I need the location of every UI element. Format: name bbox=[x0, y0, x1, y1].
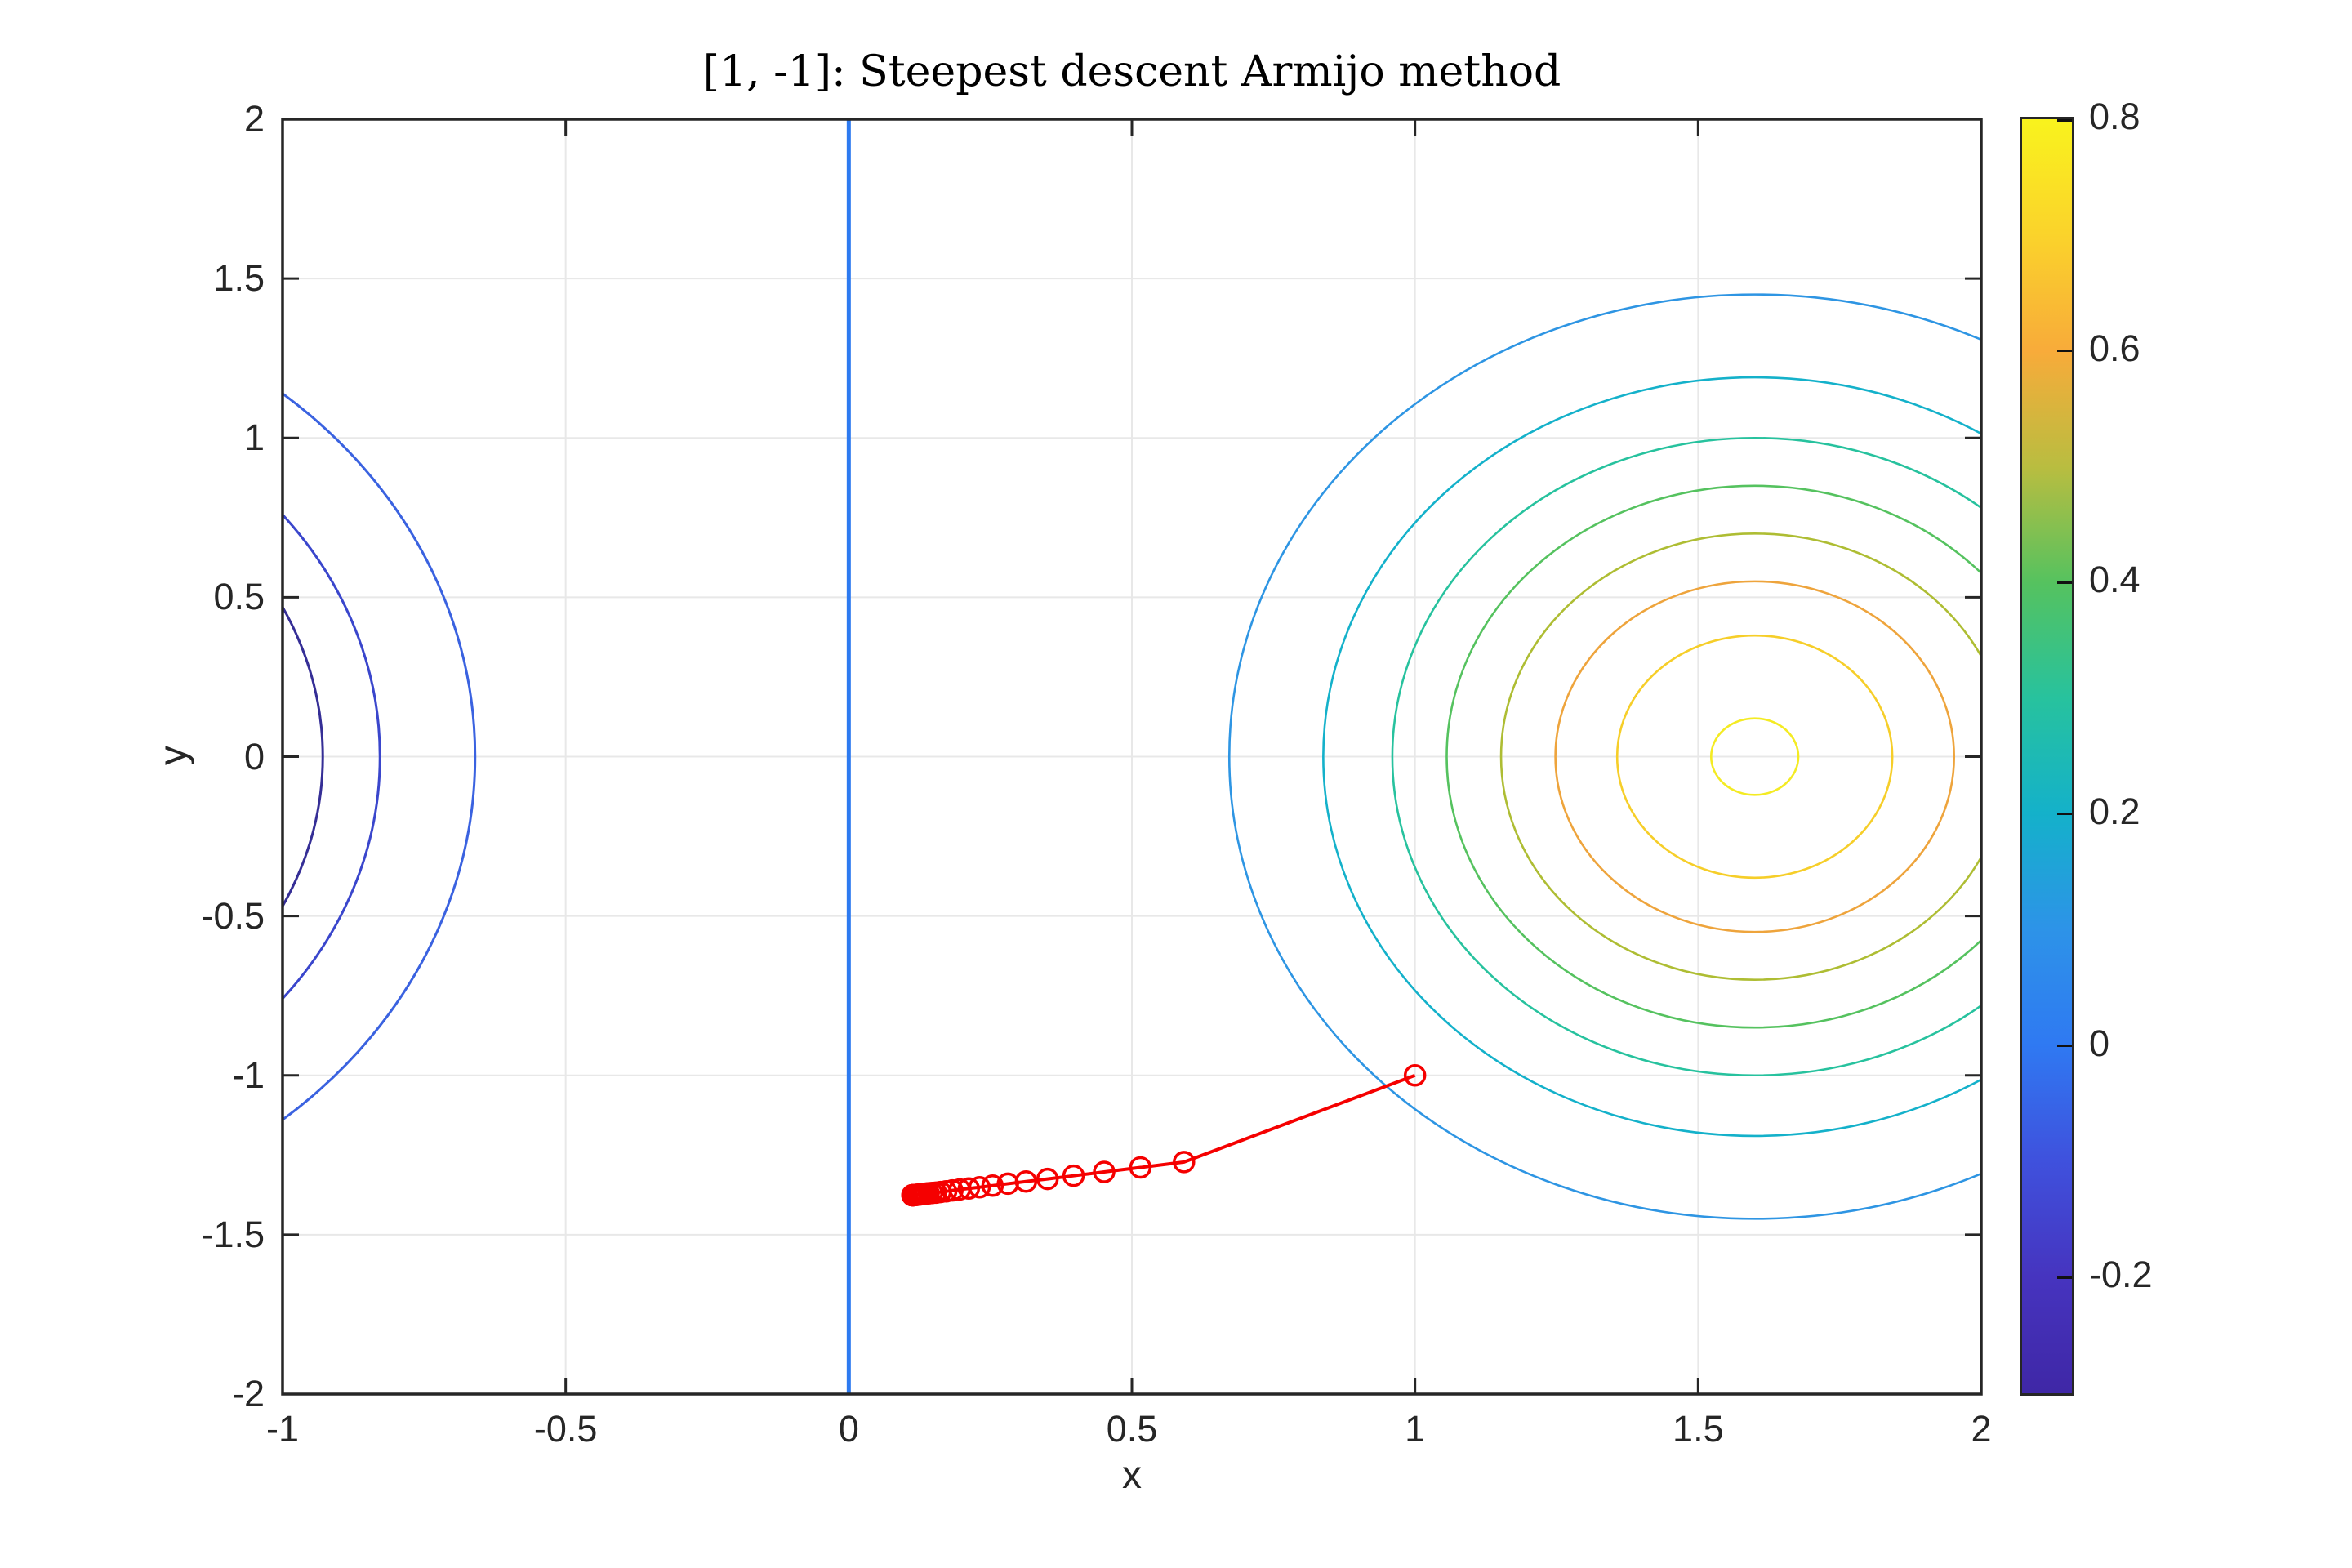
contour-line-negative bbox=[283, 513, 381, 1000]
plot-title: [1, -1]: Steepest descent Armijo method bbox=[702, 47, 1561, 96]
x-tick-label: 1 bbox=[1405, 1408, 1426, 1450]
contour-line-positive bbox=[1322, 376, 1981, 1138]
colorbar-tick-mark bbox=[2057, 119, 2072, 122]
descent-path-marker bbox=[1129, 1156, 1152, 1179]
y-tick-label: 0 bbox=[243, 735, 265, 777]
y-tick-label: -1 bbox=[231, 1054, 265, 1096]
y-tick-label: 2 bbox=[243, 98, 265, 140]
colorbar-tick-mark bbox=[2057, 1045, 2072, 1048]
colorbar-tick-mark bbox=[2057, 350, 2072, 353]
colorbar-tick-label: 0 bbox=[2089, 1022, 2110, 1064]
contour-line-negative bbox=[283, 392, 477, 1121]
contour-line-positive bbox=[1391, 437, 1981, 1076]
x-tick-label: 0.5 bbox=[1106, 1408, 1158, 1450]
x-tick-label: -0.5 bbox=[533, 1408, 598, 1450]
colorbar-tick-label: 0.6 bbox=[2089, 327, 2140, 369]
contour-line-positive bbox=[1228, 293, 1981, 1220]
colorbar-tick-mark bbox=[2057, 581, 2072, 584]
contour-line-negative bbox=[283, 604, 324, 909]
descent-path-marker bbox=[1173, 1151, 1196, 1174]
contour-line-positive bbox=[1499, 532, 1981, 981]
colorbar-tick-label: 0.2 bbox=[2089, 790, 2140, 832]
colorbar-tick-label: 0.8 bbox=[2089, 96, 2140, 137]
descent-path-marker bbox=[1093, 1160, 1116, 1183]
plot-border bbox=[281, 118, 1983, 1396]
descent-path-marker bbox=[1036, 1167, 1059, 1191]
descent-path-marker bbox=[996, 1172, 1019, 1196]
x-tick-label: 0 bbox=[838, 1408, 859, 1450]
x-tick-label: -1 bbox=[265, 1408, 299, 1450]
contour-line-positive bbox=[1709, 717, 1800, 796]
contour-line-positive bbox=[1446, 484, 1981, 1029]
x-tick-label: 1.5 bbox=[1673, 1408, 1724, 1450]
descent-path-marker bbox=[1062, 1164, 1085, 1187]
contour-line-positive bbox=[1615, 634, 1894, 880]
contour-line-positive bbox=[1554, 580, 1956, 933]
colorbar-tick-label: -0.2 bbox=[2089, 1254, 2153, 1296]
descent-path-marker bbox=[981, 1174, 1004, 1197]
x-axis-label: x bbox=[1122, 1454, 1142, 1497]
colorbar-tick-mark bbox=[2057, 1276, 2072, 1279]
colorbar-tick-label: 0.4 bbox=[2089, 559, 2140, 601]
y-tick-label: -1.5 bbox=[201, 1213, 265, 1255]
y-tick-label: -0.5 bbox=[201, 894, 265, 937]
colorbar bbox=[2020, 117, 2074, 1396]
descent-path-marker bbox=[957, 1177, 981, 1200]
x-tick-label: 2 bbox=[1971, 1408, 1992, 1450]
descent-path-marker bbox=[901, 1183, 924, 1207]
y-tick-label: 1.5 bbox=[213, 257, 265, 300]
y-tick-label: 1 bbox=[243, 416, 265, 459]
y-tick-label: 0.5 bbox=[213, 576, 265, 618]
colorbar-tick-mark bbox=[2057, 813, 2072, 816]
descent-path-marker bbox=[1403, 1064, 1427, 1087]
contours-layer bbox=[283, 119, 1981, 1394]
y-tick-label: -2 bbox=[231, 1373, 265, 1414]
